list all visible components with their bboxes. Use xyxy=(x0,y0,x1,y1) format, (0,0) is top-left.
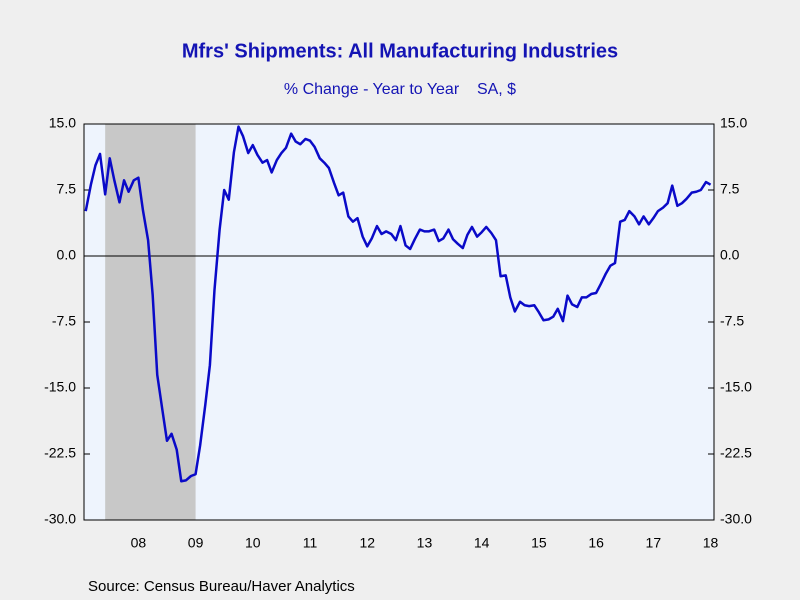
plot-area: 15.0 15.0 7.5 7.5 0.0 0.0 -7.5 -7.5 -15.0 -15.0 -2… xyxy=(44,115,752,551)
chart-subtitle: % Change - Year to Year SA, $ xyxy=(284,81,516,98)
x-tick-label: 15 xyxy=(531,535,547,551)
x-tick-label: 16 xyxy=(588,535,604,551)
y-tick-label: -15.0 xyxy=(44,379,76,395)
y-tick-label: 0.0 xyxy=(57,247,77,263)
plot-frame xyxy=(83,123,715,521)
y2-tick-label: -30.0 xyxy=(720,511,752,527)
data-line xyxy=(84,125,712,483)
x-tick-label: 09 xyxy=(188,535,204,551)
x-tick-label: 11 xyxy=(303,535,318,551)
y2-tick-label: -15.0 xyxy=(720,379,752,395)
x-tick-label: 13 xyxy=(417,535,433,551)
recession-shading xyxy=(105,124,196,520)
source-note: Source: Census Bureau/Haver Analytics xyxy=(88,578,355,595)
y2-tick-label: 15.0 xyxy=(720,115,747,131)
y-tick-label: -22.5 xyxy=(44,445,76,461)
y2-tick-label: -22.5 xyxy=(720,445,752,461)
y-tick-label: -30.0 xyxy=(44,511,76,527)
chart-title: Mfrs' Shipments: All Manufacturing Indus… xyxy=(182,40,618,62)
x-tick-label: 10 xyxy=(245,535,261,551)
y-tick-label: 7.5 xyxy=(57,181,77,197)
y2-tick-label: 7.5 xyxy=(720,181,740,197)
y-tick-label: -7.5 xyxy=(52,313,76,329)
y2-tick-label: -7.5 xyxy=(720,313,744,329)
x-tick-label: 08 xyxy=(131,535,147,551)
x-tick-label: 12 xyxy=(359,535,375,551)
x-tick-label: 18 xyxy=(703,535,719,551)
x-tick-label: 14 xyxy=(474,535,490,551)
y-tick-label: 15.0 xyxy=(49,115,76,131)
y2-tick-label: 0.0 xyxy=(720,247,740,263)
x-tick-label: 17 xyxy=(646,535,662,551)
